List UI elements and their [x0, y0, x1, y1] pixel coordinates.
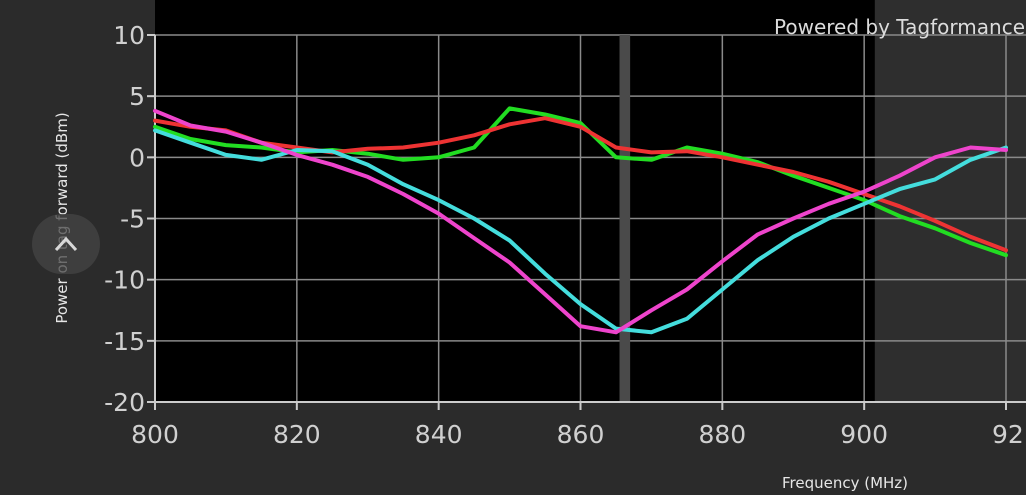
powered-by-watermark: Powered by Tagformance	[774, 15, 1025, 39]
series-line-red	[153, 116, 1008, 253]
collapse-toggle-button[interactable]	[32, 214, 100, 274]
y-tick-label: -10	[104, 266, 145, 295]
shaded-region	[874, 0, 1026, 402]
frequency-marker[interactable]	[619, 35, 631, 402]
x-axis-title: Frequency (MHz)	[782, 474, 908, 492]
y-tick-label: -20	[104, 388, 145, 417]
x-tick-label: 900	[840, 420, 888, 449]
x-tick-label: 860	[557, 420, 605, 449]
up-chevron-icon	[54, 236, 78, 252]
y-tick-label: 0	[129, 143, 145, 172]
series-line-magenta	[153, 108, 1008, 335]
series-line-green	[153, 106, 1008, 258]
y-tick-label: -5	[120, 205, 145, 234]
series-line-cyan	[153, 128, 1008, 335]
x-tick-label: 92	[992, 420, 1024, 449]
x-tick-label: 800	[131, 420, 179, 449]
x-tick-label: 880	[698, 420, 746, 449]
y-tick-label: 5	[129, 82, 145, 111]
y-tick-label: -15	[104, 327, 145, 356]
x-tick-label: 820	[273, 420, 321, 449]
x-tick-label: 840	[415, 420, 463, 449]
y-tick-label: 10	[113, 21, 145, 50]
